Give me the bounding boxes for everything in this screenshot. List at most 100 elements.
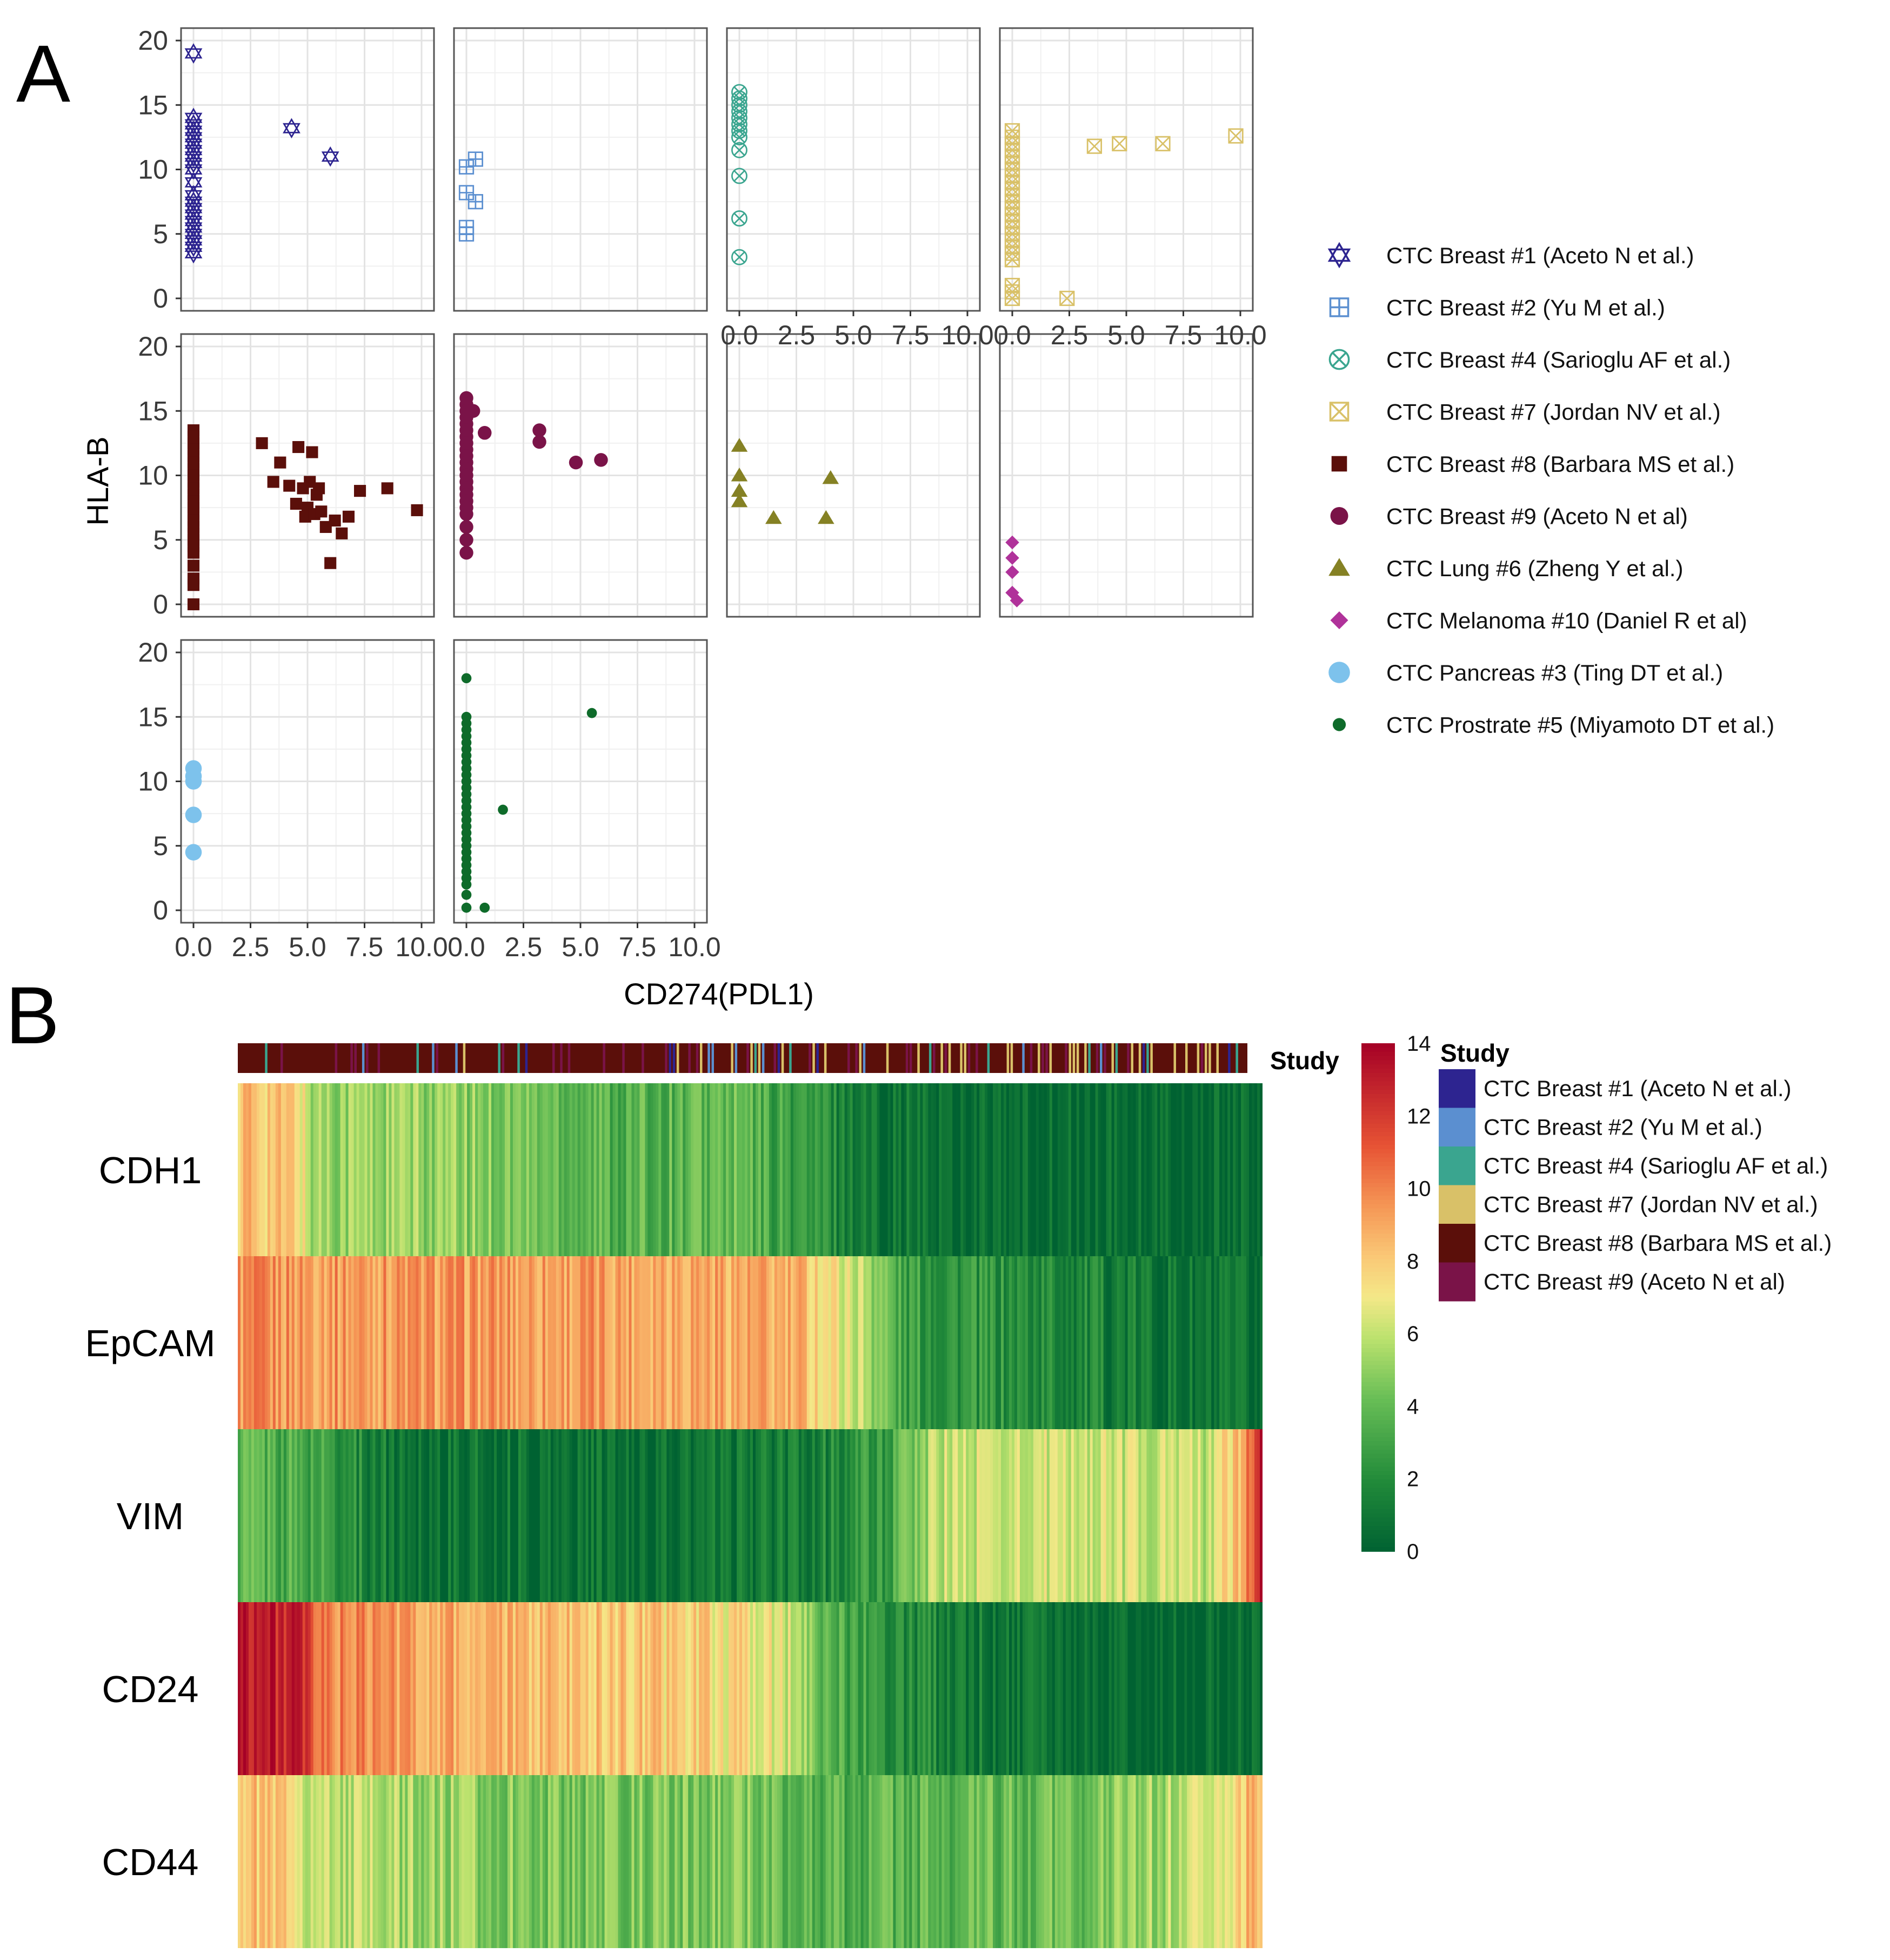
heatmap-cell — [351, 1083, 355, 1256]
heatmap-cell — [526, 1602, 530, 1775]
heatmap-cell — [1127, 1429, 1131, 1602]
legend-label: CTC Lung #6 (Zheng Y et al.) — [1386, 556, 1683, 581]
study-stripe — [354, 1043, 357, 1073]
heatmap-cell — [240, 1602, 244, 1775]
heatmap-cell — [1198, 1775, 1201, 1948]
colorbar-segment — [1361, 1428, 1395, 1434]
heatmap-cell — [923, 1602, 926, 1775]
heatmap-cell — [267, 1083, 271, 1256]
heatmap-cell — [626, 1256, 630, 1429]
heatmap-cell — [1203, 1256, 1207, 1429]
heatmap-cell — [877, 1256, 880, 1429]
heatmap-cell — [1046, 1602, 1050, 1775]
heatmap-cell — [566, 1602, 570, 1775]
heatmap-cell — [262, 1775, 265, 1948]
data-point — [1004, 290, 1020, 306]
heatmap-cell — [790, 1429, 794, 1602]
heatmap-cell — [782, 1602, 786, 1775]
heatmap-cell — [1119, 1602, 1123, 1775]
heatmap-cell — [486, 1083, 489, 1256]
heatmap-cell — [372, 1256, 376, 1429]
heatmap-cell — [1095, 1429, 1099, 1602]
study-stripe — [1045, 1043, 1048, 1073]
heatmap-cell — [507, 1775, 511, 1948]
heatmap-cell — [421, 1256, 425, 1429]
data-point — [586, 708, 597, 718]
heatmap-cell — [925, 1083, 929, 1256]
heatmap-cell — [429, 1083, 433, 1256]
heatmap-cell — [723, 1775, 726, 1948]
heatmap-cell — [737, 1083, 740, 1256]
heatmap-cell — [512, 1256, 516, 1429]
study-legend-title: Study — [1440, 1039, 1510, 1067]
colorbar-segment — [1361, 1534, 1395, 1539]
data-point — [283, 479, 296, 492]
study-stripe — [762, 1043, 765, 1073]
colorbar-segment — [1361, 1166, 1395, 1171]
heatmap-cell — [1122, 1256, 1126, 1429]
heatmap-cell — [1049, 1256, 1053, 1429]
heatmap-cell — [504, 1602, 508, 1775]
gene-label: CD24 — [102, 1668, 199, 1710]
heatmap-cell — [1144, 1083, 1147, 1256]
heatmap-cell — [1184, 1429, 1188, 1602]
heatmap-cell — [893, 1256, 897, 1429]
colorbar-segment — [1361, 1242, 1395, 1247]
heatmap-cell — [1173, 1429, 1177, 1602]
colorbar-segment — [1361, 1411, 1395, 1417]
heatmap-cell — [1030, 1256, 1034, 1429]
heatmap-cell — [378, 1429, 382, 1602]
data-point — [329, 514, 341, 527]
heatmap-cell — [898, 1256, 902, 1429]
heatmap-cell — [1009, 1775, 1012, 1948]
heatmap-cell — [774, 1775, 778, 1948]
heatmap-cell — [526, 1429, 530, 1602]
heatmap-cell — [534, 1775, 538, 1948]
heatmap-cell — [977, 1083, 980, 1256]
heatmap-cell — [248, 1083, 252, 1256]
heatmap-cell — [996, 1602, 999, 1775]
heatmap-cell — [545, 1083, 549, 1256]
heatmap-cell — [787, 1256, 791, 1429]
heatmap-cell — [1238, 1429, 1241, 1602]
heatmap-cell — [785, 1602, 789, 1775]
heatmap-cell — [1038, 1429, 1042, 1602]
study-stripe — [1143, 1043, 1145, 1073]
heatmap-cell — [893, 1429, 897, 1602]
heatmap-cell — [510, 1083, 513, 1256]
heatmap-cell — [580, 1602, 584, 1775]
heatmap-cell — [253, 1083, 257, 1256]
heatmap-cell — [418, 1602, 422, 1775]
study-stripe — [754, 1043, 757, 1073]
heatmap-cell — [683, 1429, 686, 1602]
heatmap-cell — [383, 1083, 387, 1256]
heatmap-cell — [752, 1083, 756, 1256]
heatmap-cell — [1071, 1775, 1074, 1948]
heatmap-cell — [464, 1602, 468, 1775]
heatmap-cell — [534, 1602, 538, 1775]
heatmap-cell — [707, 1775, 710, 1948]
heatmap-cell — [518, 1602, 522, 1775]
heatmap-cell — [329, 1256, 333, 1429]
heatmap-cell — [348, 1256, 352, 1429]
heatmap-cell — [966, 1602, 969, 1775]
heatmap-cell — [523, 1429, 527, 1602]
heatmap-cell — [1246, 1256, 1250, 1429]
study-legend-swatch — [1439, 1262, 1475, 1302]
heatmap-cell — [969, 1083, 972, 1256]
heatmap-cell — [259, 1602, 263, 1775]
heatmap-cell — [507, 1602, 511, 1775]
heatmap-cell — [267, 1775, 271, 1948]
heatmap-cell — [833, 1602, 837, 1775]
heatmap-cell — [618, 1256, 622, 1429]
heatmap-cell — [691, 1429, 694, 1602]
heatmap-cell — [491, 1429, 495, 1602]
heatmap-cell — [833, 1775, 837, 1948]
heatmap-cell — [798, 1256, 802, 1429]
heatmap-cell — [1219, 1602, 1223, 1775]
heatmap-cell — [817, 1256, 821, 1429]
heatmap-cell — [785, 1775, 789, 1948]
heatmap-cell — [1149, 1256, 1153, 1429]
heatmap-cell — [289, 1775, 292, 1948]
heatmap-cell — [566, 1083, 570, 1256]
